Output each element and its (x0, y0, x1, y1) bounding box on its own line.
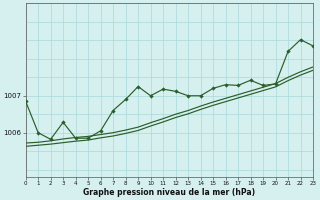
X-axis label: Graphe pression niveau de la mer (hPa): Graphe pression niveau de la mer (hPa) (83, 188, 255, 197)
